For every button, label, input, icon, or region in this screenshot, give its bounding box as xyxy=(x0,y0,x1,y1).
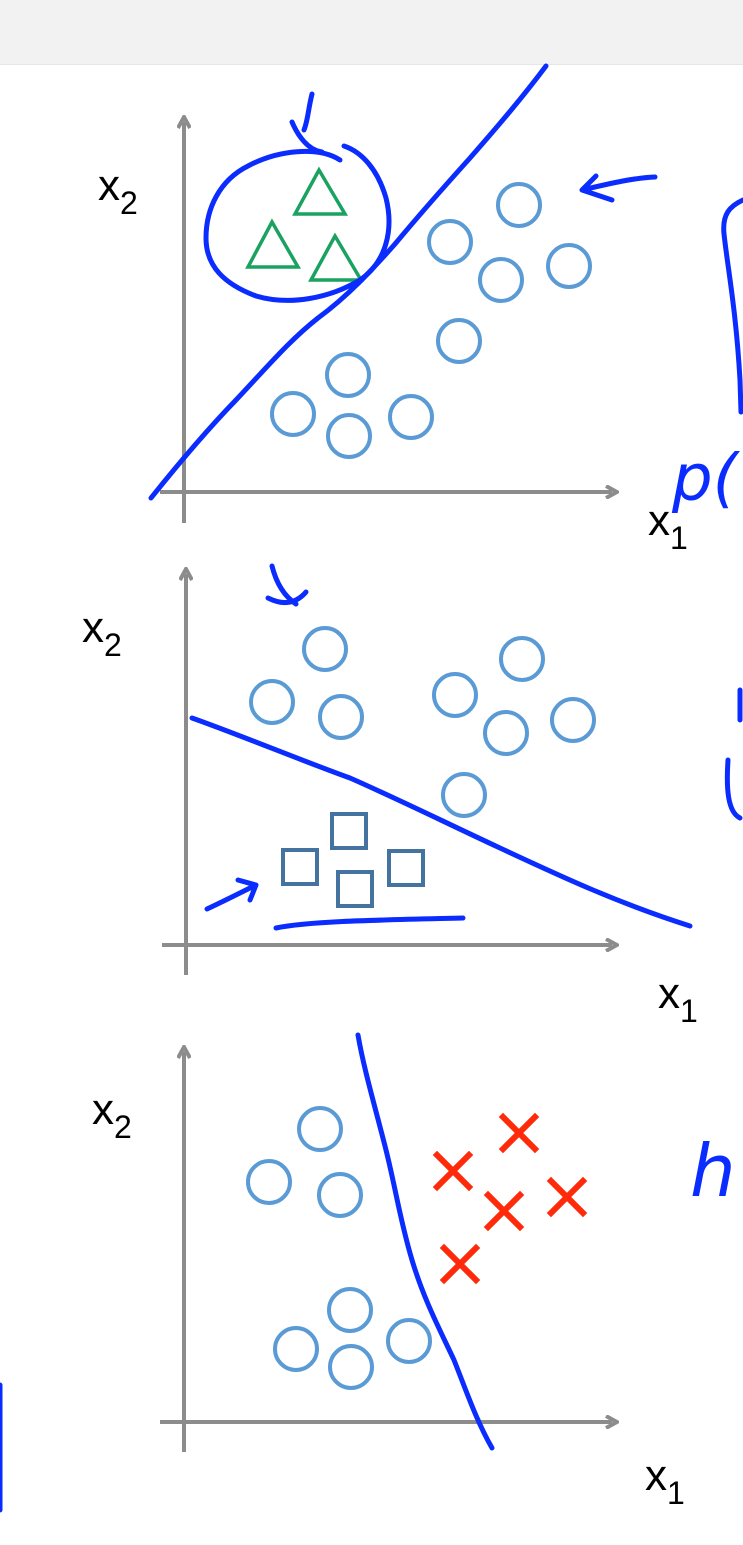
cross-marker xyxy=(439,1243,481,1285)
square-marker xyxy=(330,812,368,850)
circle-marker xyxy=(499,636,545,682)
circle-marker xyxy=(327,1287,373,1333)
decision-boundary-stroke xyxy=(189,715,693,929)
arrow-annotation xyxy=(265,563,309,607)
circle-marker xyxy=(386,1318,432,1364)
circle-marker xyxy=(550,697,596,743)
circle-marker xyxy=(441,772,487,818)
panel-one-vs-all-cross: x2 x1 h xyxy=(0,1032,736,1513)
circle-marker xyxy=(326,413,372,459)
cross-marker xyxy=(498,1112,540,1154)
circle-marker xyxy=(432,672,478,718)
arrow-annotation xyxy=(204,877,259,912)
circle-marker xyxy=(328,1344,374,1390)
circle-marker xyxy=(483,710,529,756)
triangle-marker xyxy=(308,232,365,282)
arrow-annotation xyxy=(579,173,658,203)
circle-marker xyxy=(270,391,316,437)
cross-marker xyxy=(483,1190,525,1232)
handwriting-text: p( xyxy=(671,442,741,516)
circle-marker xyxy=(496,182,542,228)
y-axis-label: x2 xyxy=(98,161,138,221)
y-axis-label: x2 xyxy=(82,603,122,663)
underline-stroke xyxy=(273,915,466,931)
circle-marker xyxy=(388,394,434,440)
panel-one-vs-all-square: x2 x1 xyxy=(82,563,743,1029)
circle-marker xyxy=(246,1159,292,1205)
square-marker xyxy=(336,870,374,908)
circle-marker xyxy=(436,318,482,364)
handwriting-stroke xyxy=(721,197,743,415)
circle-marker xyxy=(317,1172,363,1218)
decision-boundary-stroke xyxy=(355,1032,495,1451)
arrow-annotation xyxy=(289,91,325,155)
x-axis-label: x1 xyxy=(648,496,688,556)
triangle-marker xyxy=(292,166,349,216)
panel-one-vs-all-triangle: x2 x1 p( xyxy=(98,63,743,556)
square-marker xyxy=(387,849,425,887)
circle-marker xyxy=(427,219,473,265)
triangle-marker xyxy=(245,218,302,269)
enclosing-loop-stroke xyxy=(203,143,392,303)
decision-boundary-stroke xyxy=(148,63,549,501)
circle-marker xyxy=(249,679,295,725)
circle-marker xyxy=(478,257,524,303)
x-axis-label: x1 xyxy=(658,969,698,1029)
circle-marker xyxy=(325,352,371,398)
handwriting-stroke xyxy=(724,687,743,821)
handwriting-text: h xyxy=(690,1129,736,1213)
x-axis-label: x1 xyxy=(645,1451,685,1511)
cross-marker xyxy=(546,1176,588,1218)
circle-marker xyxy=(273,1326,319,1372)
circle-marker xyxy=(302,626,348,672)
circle-marker xyxy=(546,243,592,289)
toolbar xyxy=(0,0,743,65)
y-axis-label: x2 xyxy=(92,1085,132,1145)
square-marker xyxy=(281,848,319,886)
circle-marker xyxy=(318,694,364,740)
circle-marker xyxy=(297,1106,343,1152)
cross-marker xyxy=(432,1150,474,1192)
